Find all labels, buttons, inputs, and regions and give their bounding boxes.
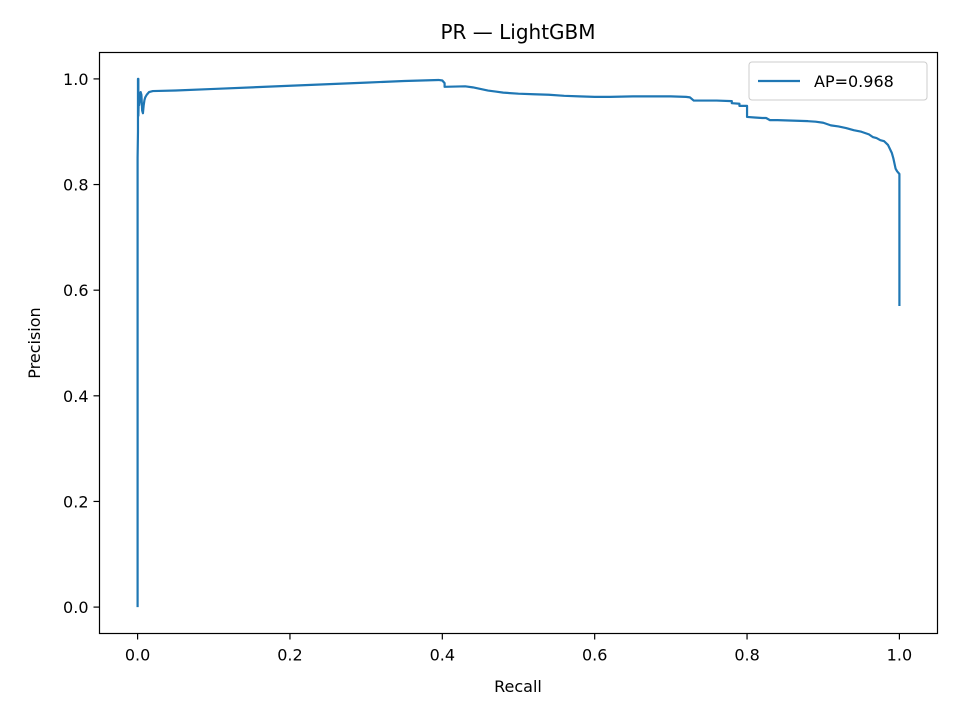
axis-ticks: 0.0 0.2 0.4 0.6 0.8 1.0 0.0 0.2 0.4 0.6 0.8 1.0 xyxy=(63,70,912,665)
y-tick-label: 0.4 xyxy=(63,387,88,406)
x-tick-label: 0.2 xyxy=(277,646,302,665)
x-tick-label: 0.0 xyxy=(125,646,150,665)
pr-curve-line xyxy=(136,77,901,608)
x-axis-label: Recall xyxy=(494,677,542,696)
axes-frame xyxy=(98,51,939,635)
legend-label: AP=0.968 xyxy=(814,72,894,91)
chart-title: PR — LightGBM xyxy=(440,20,595,44)
x-tick-label: 0.8 xyxy=(734,646,759,665)
y-tick-label: 0.0 xyxy=(63,598,88,617)
x-tick-label: 0.4 xyxy=(430,646,455,665)
x-tick-label: 1.0 xyxy=(887,646,912,665)
y-axis-label: Precision xyxy=(25,307,44,378)
y-tick-label: 0.8 xyxy=(63,176,88,195)
y-tick-label: 0.6 xyxy=(63,281,88,300)
x-tick-label: 0.6 xyxy=(582,646,607,665)
plot-area xyxy=(136,77,901,608)
y-tick-label: 1.0 xyxy=(63,70,88,89)
legend-box xyxy=(748,61,928,101)
legend: AP=0.968 xyxy=(748,61,928,101)
y-tick-label: 0.2 xyxy=(63,492,88,511)
